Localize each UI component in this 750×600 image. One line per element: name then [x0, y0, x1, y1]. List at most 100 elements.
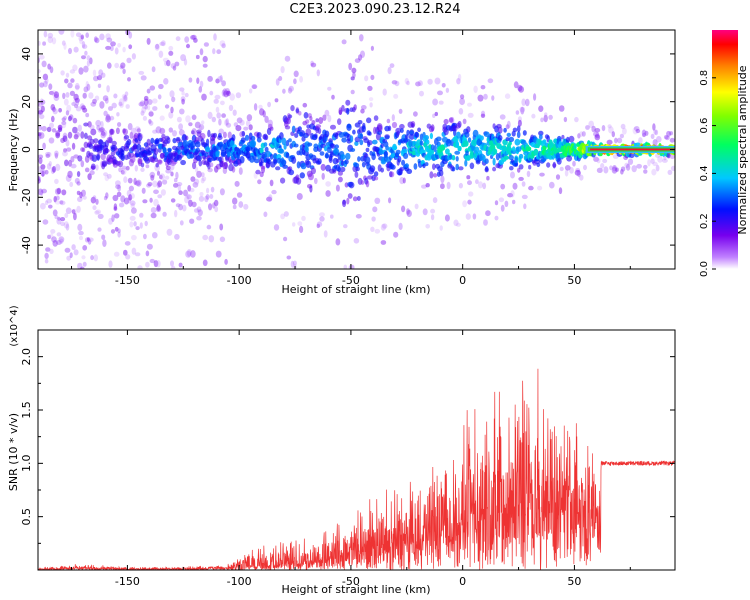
spectrogram-cell: [273, 224, 280, 231]
spectrogram-cell: [131, 53, 136, 60]
spectrogram-cell: [95, 164, 99, 171]
spectrogram-cell: [180, 54, 187, 62]
spectrogram-cell: [657, 155, 663, 163]
spectrogram-cell: [191, 114, 197, 121]
spectrogram-cell: [520, 106, 525, 115]
spectrogram-cell: [239, 119, 245, 126]
spectrogram-cell: [373, 115, 379, 121]
spectrogram-cell: [60, 221, 66, 227]
spectrogram-cell: [380, 223, 386, 231]
spectrogram-cell: [266, 159, 272, 165]
spectrogram-cell: [611, 168, 618, 174]
spectrogram-cell: [83, 122, 89, 127]
spectrogram-cell: [40, 202, 46, 210]
spectrogram-cell: [58, 30, 65, 35]
spectrogram-cell: [342, 199, 346, 205]
spectrogram-cell: [65, 72, 70, 78]
spectrogram-cell: [302, 102, 308, 108]
spectrogram-cell: [80, 34, 85, 40]
spectrogram-cell: [71, 244, 76, 251]
spectrogram-cell: [394, 80, 400, 87]
spectrogram-cell: [77, 124, 83, 132]
spectrogram-cell: [397, 155, 402, 163]
spectrogram-cell: [151, 66, 156, 73]
spectrogram-cell: [140, 110, 145, 116]
spectrogram-cell: [166, 137, 171, 144]
spectrogram-cell: [129, 215, 136, 221]
spectrogram-cell: [117, 228, 121, 234]
spectrogram-cell: [135, 126, 141, 132]
spectrogram-cell: [555, 152, 561, 160]
spectrogram-cell: [38, 157, 43, 165]
spectrogram-cell: [38, 125, 42, 131]
spectrogram-cell: [469, 150, 474, 158]
spectrogram-cell: [360, 105, 367, 110]
spectrogram-cell: [358, 54, 363, 61]
spectrogram-cell: [136, 179, 142, 187]
spectrogram-cell: [574, 169, 581, 176]
spectrogram-cell: [149, 171, 156, 178]
spectrogram-cell: [133, 177, 137, 185]
colorbar-tick-label: 0.6: [699, 118, 710, 134]
spectrogram-cell: [232, 204, 237, 210]
snr-y-tick-label: 1.5: [20, 401, 33, 419]
spectrogram-cell: [58, 236, 65, 243]
spectrogram-cell: [417, 127, 421, 133]
spectrogram-cell: [425, 224, 431, 229]
spectrogram-cell: [563, 116, 568, 123]
spectrogram-cell: [57, 216, 61, 221]
spectrogram-cell: [294, 133, 299, 138]
spectrogram-cell: [127, 177, 133, 184]
spectrogram-cell: [146, 243, 153, 250]
spectrogram-cell: [346, 197, 350, 205]
spectrogram-cell: [263, 211, 268, 218]
spectrogram-cell: [465, 155, 471, 161]
spectrogram-cell: [162, 57, 169, 63]
spectrogram-cell: [96, 154, 100, 161]
spectrogram-cell: [359, 139, 364, 146]
spectrogram-cell: [583, 164, 587, 171]
spectrogram-cell: [127, 123, 133, 131]
spectrogram-cell: [159, 173, 166, 180]
spectrogram-tone-core: [590, 148, 675, 151]
spectrogram-cell: [261, 165, 265, 174]
spectrogram-cell: [113, 93, 118, 99]
spectrogram-cell: [215, 78, 220, 84]
spectrogram-cell: [596, 158, 601, 164]
spectrogram-cell: [650, 133, 655, 139]
spectrogram-cell: [192, 161, 197, 170]
spectrogram-cell: [398, 108, 403, 114]
spectrogram-cell: [122, 68, 126, 75]
spectrogram-cell: [207, 75, 213, 82]
spectrogram-cell: [414, 203, 419, 210]
spectrogram-cell: [406, 208, 410, 215]
spectrogram-cell: [255, 169, 261, 175]
spectrogram-cell: [170, 171, 174, 177]
spectrogram-cell: [219, 236, 226, 243]
spectrogram-cell: [156, 170, 161, 176]
spectrogram-cell: [157, 180, 163, 188]
spectrogram-cell: [216, 112, 221, 119]
spectrogram-cell: [258, 104, 263, 110]
spectrogram-cell: [153, 260, 159, 268]
spectrogram-cell: [269, 126, 274, 131]
spectrogram-cell: [74, 131, 81, 138]
spectrogram-cell: [185, 115, 191, 123]
spectrogram-cell: [401, 205, 406, 213]
spectrogram-cell: [497, 126, 503, 134]
spectrogram-cell: [165, 165, 171, 171]
spectrogram-cell: [464, 159, 468, 167]
spectrogram-cell: [70, 156, 75, 163]
spectrogram-cell: [577, 133, 581, 139]
spectrogram-cell: [243, 203, 249, 210]
spectrogram-cell: [439, 169, 444, 177]
spectrogram-cell: [45, 153, 51, 158]
spectrogram-cell: [509, 166, 514, 171]
spectrogram-cell: [52, 240, 58, 247]
spectrogram-cell: [160, 189, 166, 196]
spectrogram-cell: [393, 231, 399, 238]
spectrogram-cell: [164, 175, 170, 180]
spectrogram-cell: [128, 194, 133, 201]
spectrogram-cell: [116, 112, 120, 117]
spectrogram-cell: [85, 81, 89, 89]
